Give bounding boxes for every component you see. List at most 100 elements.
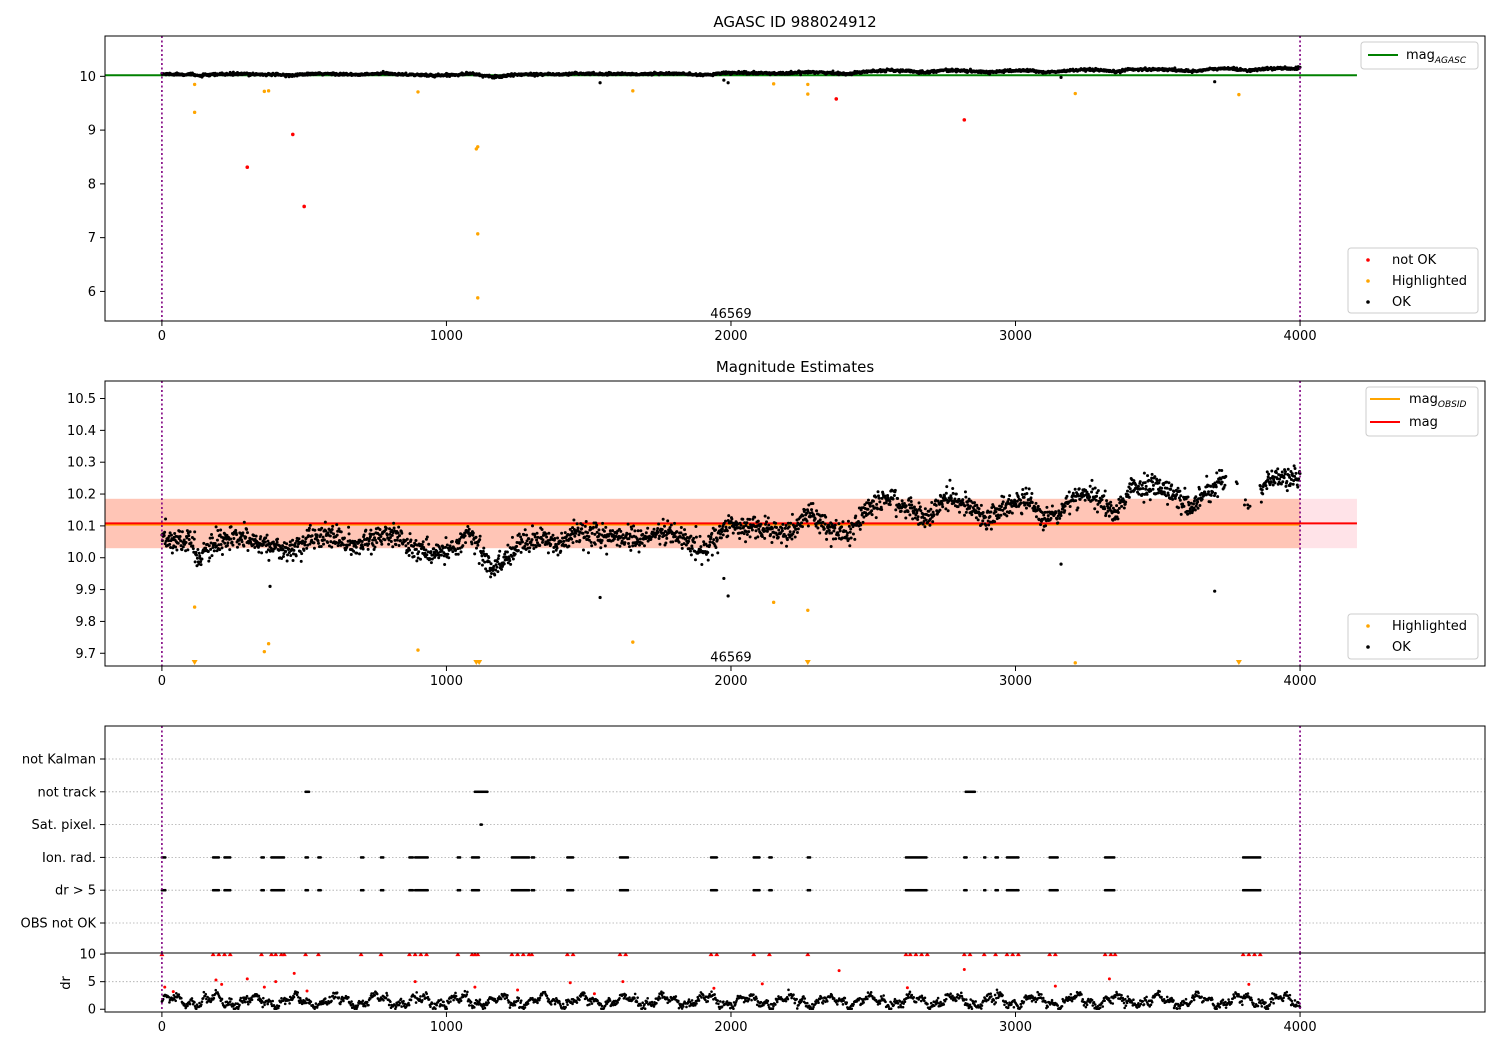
ok-point — [1076, 506, 1080, 510]
ok-point — [187, 538, 191, 542]
ok-point — [282, 541, 286, 545]
ok-point — [553, 537, 557, 541]
ok-point — [263, 540, 267, 544]
ok-point — [1127, 495, 1131, 499]
ok-point — [193, 560, 197, 564]
ok-point — [621, 533, 625, 537]
ok-point — [692, 536, 696, 540]
ok-point — [509, 562, 513, 566]
ok-point — [1078, 497, 1082, 501]
ok-point — [764, 520, 768, 524]
ok-point — [922, 512, 926, 516]
ok-point — [218, 548, 222, 552]
ok-point — [362, 533, 366, 537]
ok-point — [505, 558, 509, 562]
ok-point — [739, 523, 743, 527]
ok-point — [688, 547, 692, 551]
ok-point — [289, 553, 293, 557]
ok-point — [1153, 475, 1157, 479]
ok-point — [841, 536, 845, 540]
ok-point — [1001, 508, 1005, 512]
ok-point — [569, 532, 573, 536]
ok-point — [756, 519, 760, 523]
ok-point — [738, 537, 742, 541]
ok-point — [709, 535, 713, 539]
ok-point — [1143, 481, 1147, 485]
ok-point — [1003, 506, 1007, 510]
ok-point — [816, 526, 820, 530]
ok-point — [329, 530, 333, 534]
ok-point — [428, 557, 432, 561]
ok-point — [242, 544, 246, 548]
ok-point — [488, 569, 492, 573]
ok-point — [1207, 490, 1211, 494]
ok-point — [808, 511, 812, 515]
ok-point — [342, 543, 346, 547]
ok-point — [1019, 498, 1023, 502]
ok-point — [956, 500, 960, 504]
ok-point — [805, 519, 809, 523]
ok-point — [1190, 505, 1194, 509]
ok-point — [1266, 478, 1270, 482]
ok-point — [823, 522, 827, 526]
ok-point — [1283, 472, 1287, 476]
ok-point — [999, 513, 1003, 517]
ok-point — [581, 548, 585, 552]
ok-point — [535, 538, 539, 542]
not-ok-point — [290, 132, 295, 137]
ok-point — [922, 519, 926, 523]
ok-point — [266, 539, 270, 543]
ok-point — [794, 527, 798, 531]
ok-point — [420, 543, 424, 547]
ok-point — [300, 552, 304, 556]
ok-point — [1243, 503, 1247, 507]
ok-point — [596, 534, 600, 538]
ok-point — [438, 547, 442, 551]
ok-point — [918, 505, 922, 509]
ok-point — [939, 494, 943, 498]
ok-point — [253, 545, 257, 549]
ok-point — [360, 540, 364, 544]
ok-point — [287, 550, 291, 554]
ok-point — [924, 518, 928, 522]
ok-point — [446, 552, 450, 556]
ok-point — [894, 515, 898, 519]
ok-point — [305, 546, 309, 550]
ok-point — [663, 524, 667, 528]
ok-point — [831, 537, 835, 541]
ok-point — [206, 549, 210, 553]
ok-point — [534, 545, 538, 549]
ok-point — [541, 540, 545, 544]
ok-point — [623, 541, 627, 545]
ok-point — [678, 535, 682, 539]
ok-point — [845, 536, 849, 540]
ok-point — [307, 534, 311, 538]
ok-point — [763, 536, 767, 540]
ok-point — [963, 504, 967, 508]
ok-point — [353, 539, 357, 543]
ok-point — [721, 533, 725, 537]
ok-point — [276, 537, 280, 541]
ok-point — [744, 530, 748, 534]
ok-point — [1243, 498, 1247, 502]
ok-point — [505, 550, 509, 554]
ok-point — [722, 521, 726, 525]
ok-point — [916, 515, 920, 519]
ok-point — [260, 551, 264, 555]
ok-point — [742, 525, 746, 529]
ok-point — [316, 539, 320, 543]
ok-point — [561, 536, 565, 540]
ok-point — [775, 525, 779, 529]
ok-point — [722, 78, 726, 82]
ok-point — [753, 515, 757, 519]
ok-point — [1179, 512, 1183, 516]
ok-point — [237, 542, 241, 546]
ok-point — [999, 505, 1003, 509]
ok-point — [956, 505, 960, 509]
ok-point — [1122, 506, 1126, 510]
ok-point — [984, 523, 988, 527]
ok-point — [1197, 497, 1201, 501]
ok-point — [876, 507, 880, 511]
ok-point — [1006, 501, 1010, 505]
ok-point — [698, 534, 702, 538]
